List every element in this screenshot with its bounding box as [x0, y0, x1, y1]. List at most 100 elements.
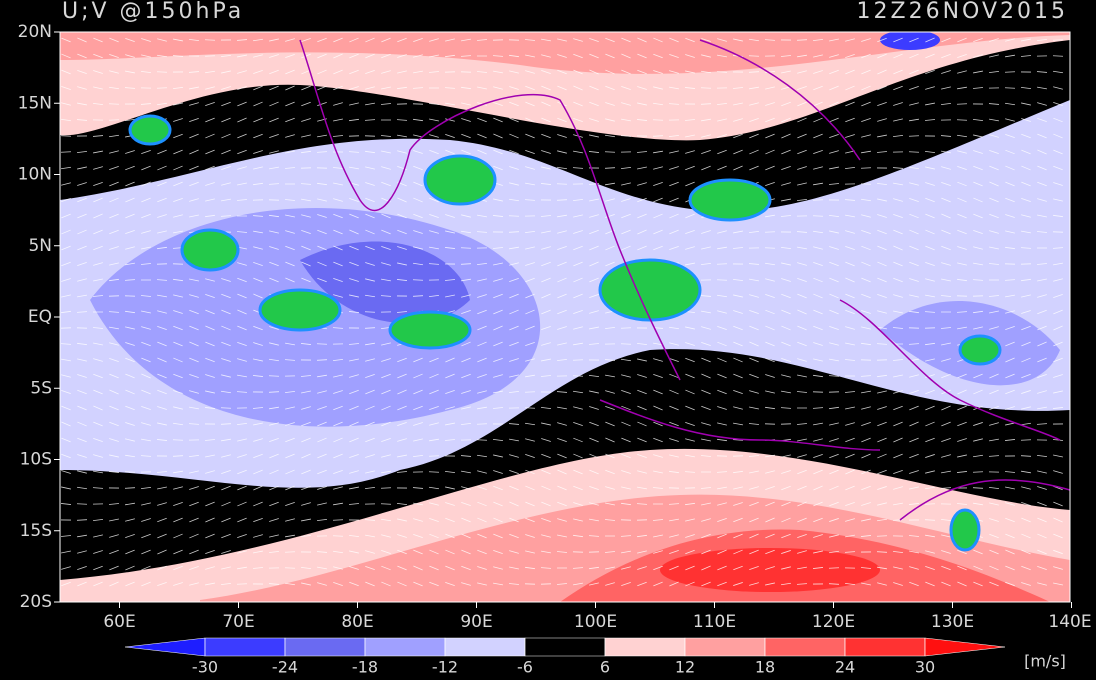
wind-arrow	[877, 469, 887, 475]
wind-arrow	[1053, 262, 1063, 266]
wind-arrow	[285, 453, 295, 459]
wind-arrow	[445, 118, 455, 122]
time-stamp: 12Z26NOV2015	[857, 0, 1068, 24]
wind-arrow	[173, 102, 183, 106]
wind-arrow	[957, 549, 967, 555]
wind-arrow	[733, 165, 743, 171]
wind-arrow	[460, 230, 472, 234]
wind-arrow	[1021, 325, 1031, 331]
wind-arrow	[652, 487, 664, 489]
colorbar-label: 24	[835, 658, 855, 677]
wind-arrow	[541, 230, 551, 234]
wind-arrow	[60, 118, 72, 122]
wind-arrow	[829, 101, 839, 107]
wind-arrow	[429, 54, 439, 58]
wind-arrow	[668, 134, 680, 138]
wind-arrow	[140, 70, 152, 74]
wind-arrow	[124, 454, 136, 458]
wind-arrow	[541, 422, 551, 426]
wind-arrow	[669, 454, 679, 458]
wind-arrow	[125, 70, 135, 74]
wind-arrow	[877, 486, 887, 490]
wind-arrow	[1005, 134, 1015, 138]
wind-arrow	[349, 245, 359, 251]
wind-arrow	[1021, 486, 1031, 490]
wind-arrow	[397, 438, 407, 442]
wind-arrow	[396, 503, 408, 505]
lat-label: 10N	[18, 165, 52, 185]
wind-arrow	[429, 357, 439, 363]
wind-arrow	[461, 517, 471, 523]
wind-arrow	[685, 581, 695, 587]
wind-arrow	[845, 437, 855, 443]
wind-arrow	[605, 374, 615, 378]
wind-arrow	[77, 437, 87, 443]
wind-arrow	[653, 245, 663, 251]
wind-arrow	[925, 53, 935, 59]
wind-arrow	[381, 150, 391, 154]
wind-arrow	[317, 214, 327, 218]
wind-arrow	[61, 470, 71, 474]
wind-arrow	[829, 133, 839, 139]
wind-arrow	[317, 37, 327, 43]
wind-arrow	[861, 214, 871, 218]
wind-arrow	[285, 53, 295, 59]
wind-arrow	[925, 197, 935, 203]
wind-arrow	[445, 533, 455, 539]
wind-arrow	[637, 486, 647, 490]
wind-arrow	[157, 294, 167, 298]
wind-arrow	[701, 422, 711, 426]
wind-arrow	[205, 566, 215, 570]
wind-arrow	[269, 422, 279, 426]
wind-arrow	[237, 374, 247, 378]
wind-arrow	[621, 102, 631, 106]
wind-arrow	[909, 213, 919, 219]
wind-arrow	[93, 278, 103, 282]
wind-arrow	[124, 119, 136, 121]
wind-arrow	[957, 565, 967, 571]
wind-arrow	[589, 453, 599, 459]
wind-arrow	[316, 551, 328, 553]
wind-arrow	[189, 325, 199, 331]
wind-arrow	[941, 197, 951, 203]
wind-arrow	[461, 549, 471, 555]
wind-arrow	[141, 502, 151, 506]
wind-arrow	[861, 453, 871, 459]
wind-arrow	[333, 261, 343, 267]
wind-arrow	[205, 165, 215, 171]
wind-arrow	[876, 374, 888, 378]
wind-arrow	[1005, 581, 1015, 587]
wind-arrow	[173, 390, 183, 394]
wind-arrow	[845, 453, 855, 459]
wind-arrow	[669, 373, 679, 379]
wind-arrow	[461, 565, 471, 571]
wind-arrow	[61, 374, 71, 378]
wind-arrow	[317, 486, 327, 490]
wind-arrow	[797, 182, 807, 186]
wind-arrow	[316, 151, 328, 153]
wind-arrow	[93, 389, 103, 395]
wind-arrow	[781, 533, 791, 539]
convection	[128, 114, 1002, 552]
wind-arrow	[573, 422, 583, 426]
wind-arrow	[973, 37, 983, 43]
colorbar-label: -30	[192, 658, 218, 677]
wind-arrow	[749, 118, 759, 122]
wind-arrow	[861, 101, 871, 107]
wind-arrow	[621, 53, 631, 59]
wind-arrow	[637, 389, 647, 395]
wind-arrow	[76, 486, 88, 490]
wind-arrow	[349, 102, 359, 106]
wind-arrow	[573, 342, 583, 346]
wind-arrow	[893, 261, 903, 267]
wind-arrow	[829, 534, 839, 538]
wind-arrow	[252, 182, 264, 186]
wind-arrow	[221, 374, 231, 378]
wind-arrow	[525, 54, 535, 58]
wind-arrow	[717, 422, 727, 426]
wind-arrow	[941, 373, 951, 379]
wind-arrow	[589, 85, 599, 91]
wind-arrow	[509, 278, 519, 282]
wind-arrow	[493, 470, 503, 474]
wind-arrow	[285, 117, 295, 123]
